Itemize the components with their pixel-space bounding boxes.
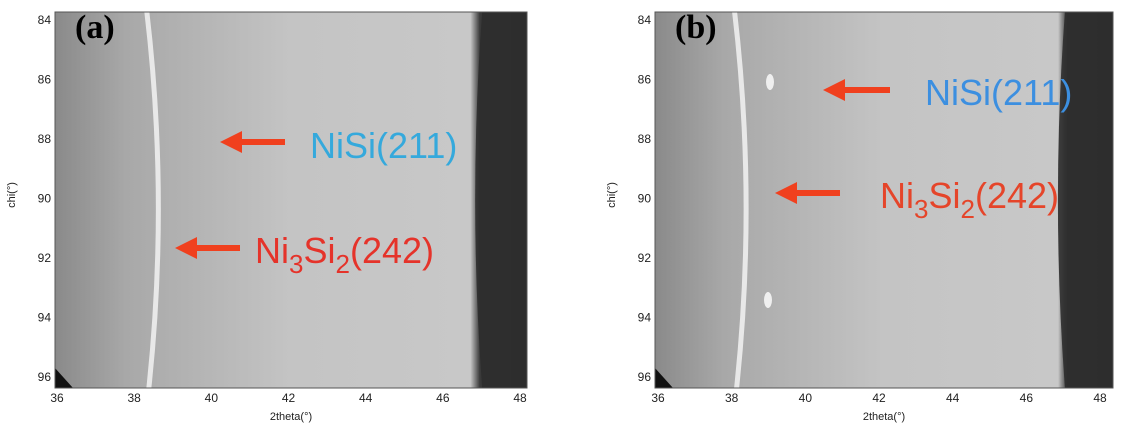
x-axis-label: 2theta(°)	[863, 411, 905, 423]
x-tick-label: 40	[799, 391, 813, 405]
arrow	[823, 79, 890, 101]
y-tick-label: 86	[638, 73, 652, 87]
shadow-edge	[475, 12, 527, 388]
y-tick-label: 86	[38, 73, 52, 87]
y-tick-label: 94	[638, 311, 652, 325]
arrow	[220, 131, 285, 153]
annotation: NiSi(211)	[925, 72, 1072, 113]
annotation-text: NiSi(211)	[310, 125, 457, 166]
x-tick-label: 36	[651, 391, 665, 405]
x-tick-label: 48	[513, 391, 527, 405]
annotation-text: (242)	[350, 230, 434, 271]
x-tick-label: 38	[725, 391, 739, 405]
annotation-text: (242)	[975, 175, 1059, 216]
annotation: NiSi(211)	[310, 125, 457, 166]
x-tick-label: 36	[50, 391, 64, 405]
y-tick-label: 92	[638, 251, 652, 265]
x-tick-label: 46	[1020, 391, 1034, 405]
subscript: 3	[289, 249, 303, 279]
diffraction-ring	[732, 11, 749, 389]
detector-image	[655, 12, 1113, 388]
subscript: 2	[960, 194, 974, 224]
x-tick-label: 48	[1093, 391, 1107, 405]
subscript: 3	[914, 194, 928, 224]
y-tick-label: 88	[38, 132, 52, 146]
annotation-text: Ni	[880, 175, 914, 216]
panel: 36 38 40 42 44 46 48 84 86 88 90 92 94 96 2theta(°) chi…	[606, 9, 1114, 423]
arrow	[775, 182, 840, 204]
diffraction-ring	[144, 11, 161, 389]
panel-label: (b)	[675, 9, 717, 46]
frame	[654, 11, 1114, 389]
x-tick-label: 44	[946, 391, 960, 405]
x-tick-label: 42	[282, 391, 296, 405]
x-tick-label: 42	[872, 391, 886, 405]
x-tick-label: 38	[127, 391, 141, 405]
corner	[655, 368, 673, 388]
panel: 36 38 40 42 44 46 48 84 86 88 90 92 94 96 2theta(°) chi…	[6, 9, 528, 423]
y-tick-label: 96	[38, 370, 52, 384]
y-tick-label: 94	[38, 311, 52, 325]
x-tick-label: 40	[205, 391, 219, 405]
y-axis-label: chi(°)	[6, 182, 18, 208]
x-tick-label: 44	[359, 391, 373, 405]
arrow	[175, 237, 240, 259]
y-tick-label: 84	[38, 13, 52, 27]
frame	[54, 11, 528, 389]
y-tick-label: 92	[38, 251, 52, 265]
y-axis-label: chi(°)	[606, 182, 618, 208]
annotation-text: Ni	[255, 230, 289, 271]
annotation: Ni3Si2(242)	[255, 230, 434, 279]
y-tick-label: 96	[638, 370, 652, 384]
spot	[766, 74, 774, 90]
spot	[764, 292, 772, 308]
annotation-text: NiSi(211)	[925, 72, 1072, 113]
corner	[55, 368, 73, 388]
annotation-text: Si	[303, 230, 335, 271]
x-tick-label: 46	[436, 391, 450, 405]
annotation: Ni3Si2(242)	[880, 175, 1059, 224]
panel-label: (a)	[75, 9, 115, 46]
y-tick-label: 90	[638, 192, 652, 206]
detector-image	[55, 12, 527, 388]
y-tick-label: 90	[38, 192, 52, 206]
shadow-edge	[1057, 12, 1113, 388]
annotation-text: Si	[928, 175, 960, 216]
y-tick-label: 88	[638, 132, 652, 146]
x-axis-label: 2theta(°)	[270, 411, 312, 423]
subscript: 2	[335, 249, 349, 279]
y-tick-label: 84	[638, 13, 652, 27]
